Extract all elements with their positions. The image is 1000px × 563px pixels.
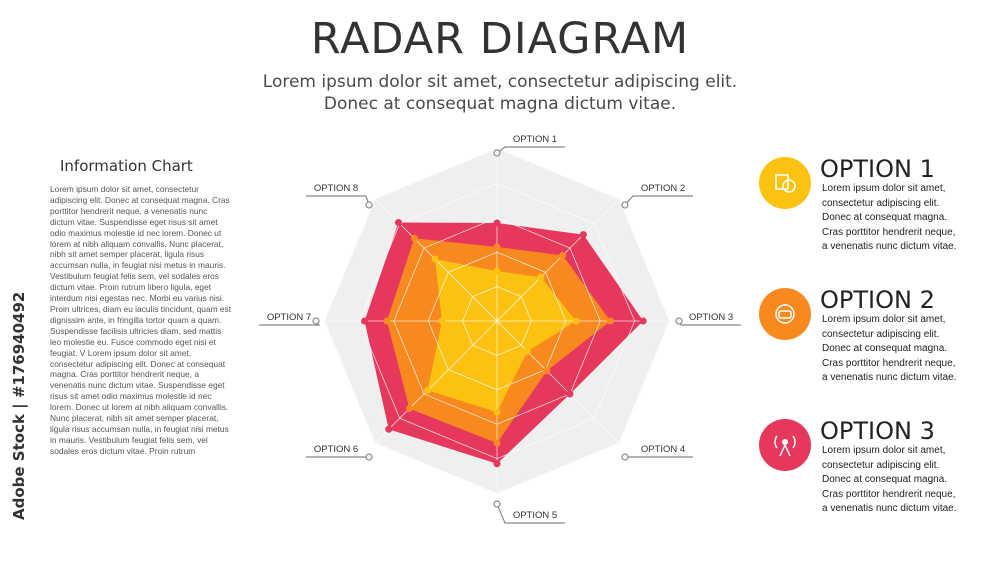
axis-label: OPTION 2 — [641, 183, 685, 194]
radar-point — [543, 367, 551, 375]
legend-description: Donec at consequat magna. — [822, 474, 948, 485]
axis-label: OPTION 5 — [513, 510, 557, 521]
radar-point — [572, 317, 580, 325]
legend-entry: OPTION 3 — [820, 417, 935, 445]
legend-description: Cras porttitor hendrerit neque, — [822, 226, 956, 238]
radar-point — [405, 405, 413, 413]
legend-swatch — [759, 288, 811, 340]
leader-line — [496, 503, 565, 524]
axis-label: OPTION 7 — [267, 312, 311, 323]
radar-point — [559, 251, 567, 259]
leader-dot — [493, 500, 501, 508]
radar-point — [579, 231, 587, 239]
legend-description: a venenatis nunc dictum vitae. — [822, 372, 957, 383]
radar-point — [394, 218, 402, 226]
leader-dot — [312, 317, 320, 325]
grid-spoke — [375, 320, 498, 443]
axis-label: OPTION 8 — [314, 183, 358, 194]
legend-icon — [775, 304, 795, 324]
radar-point — [438, 317, 446, 325]
radar-point — [361, 317, 369, 325]
legend-icon — [775, 174, 796, 193]
leader-line — [624, 195, 693, 206]
grid-spoke — [496, 199, 619, 322]
radar-point — [493, 219, 501, 227]
leader-dot — [365, 201, 373, 209]
radar-point — [424, 386, 432, 394]
legend-description: consectetur adipiscing elit. — [822, 459, 940, 471]
legend-description: Cras porttitor hendrerit neque, — [822, 488, 956, 500]
legend-description: a venenatis nunc dictum vitae. — [822, 503, 957, 514]
radar-point — [493, 267, 501, 275]
axis-label: OPTION 4 — [641, 444, 685, 455]
icon-shape — [782, 179, 796, 193]
radar-point — [493, 408, 501, 416]
grid-spoke — [496, 320, 619, 443]
radar-point — [431, 255, 439, 263]
radar-point — [493, 460, 501, 468]
radar-area — [427, 258, 577, 413]
axis-label: OPTION 1 — [513, 134, 557, 145]
legend-description: consectetur adipiscing elit. — [822, 197, 940, 209]
subtitle: Donec at consequat magna dictum vitae. — [323, 94, 677, 114]
chart-title: RADAR DIAGRAM — [310, 14, 690, 64]
radar-point — [607, 317, 615, 325]
leader-line — [306, 195, 370, 206]
legend-description: Lorem ipsum dolor sit amet, — [822, 445, 946, 456]
legend-description: Donec at consequat magna. — [822, 212, 948, 223]
radar-point — [385, 425, 393, 433]
radar-point — [639, 317, 647, 325]
leader-line — [496, 146, 565, 154]
icon-shape — [775, 174, 789, 190]
sidebar-title: Information Chart — [60, 157, 193, 175]
leader-dot — [365, 453, 373, 461]
radar-point — [566, 390, 574, 398]
axis-label: OPTION 3 — [689, 312, 733, 323]
subtitle: Lorem ipsum dolor sit amet, consectetur … — [262, 72, 738, 92]
leader-dot — [621, 453, 629, 461]
legend-description: Cras porttitor hendrerit neque, — [822, 357, 956, 369]
icon-shape — [778, 310, 792, 319]
legend-swatch — [759, 157, 811, 209]
legend-description: Lorem ipsum dolor sit amet, — [822, 314, 946, 325]
icon-shape — [775, 304, 795, 324]
legend-description: consectetur adipiscing elit. — [822, 328, 940, 340]
axis-label: OPTION 6 — [314, 444, 358, 455]
icon-shape — [782, 439, 788, 445]
legend-description: Lorem ipsum dolor sit amet, — [822, 183, 946, 194]
legend-entry: OPTION 1 — [820, 155, 935, 183]
radar-point — [537, 273, 545, 281]
legend-entry: OPTION 2 — [820, 286, 935, 314]
radar-point — [493, 243, 501, 251]
radar-point — [493, 439, 501, 447]
watermark: Adobe Stock | #176940492 — [10, 291, 28, 520]
leader-dot — [675, 317, 683, 325]
radar-point — [383, 317, 391, 325]
radar-point — [410, 234, 418, 242]
radar-point — [523, 347, 531, 355]
leader-dot — [621, 201, 629, 209]
legend-description: a venenatis nunc dictum vitae. — [822, 241, 957, 252]
legend-description: Donec at consequat magna. — [822, 343, 948, 354]
sidebar-text: Lorem ipsum dolor sit amet, consectetur … — [50, 184, 232, 456]
leader-dot — [493, 149, 501, 157]
